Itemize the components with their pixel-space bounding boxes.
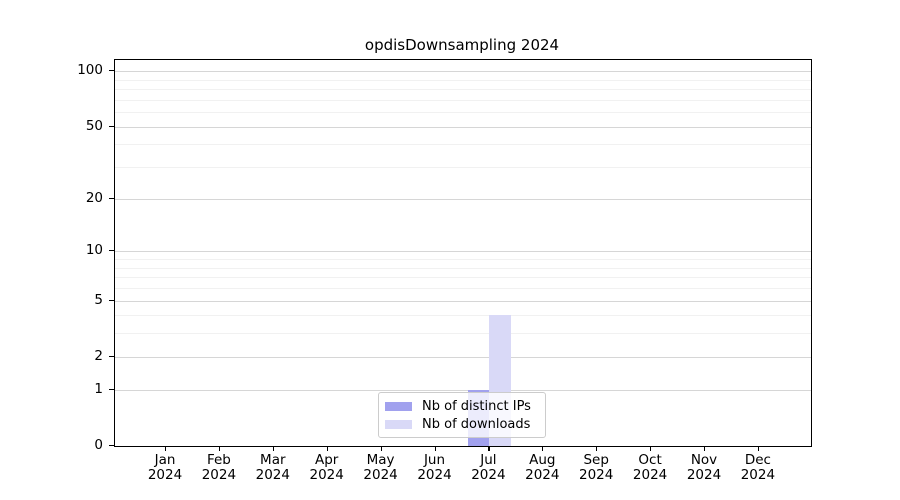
x-tick-label: Aug 2024	[525, 452, 560, 483]
x-tick-label: Dec 2024	[740, 452, 776, 483]
major-gridline	[115, 300, 811, 302]
x-tick-label: Mar 2024	[255, 452, 290, 483]
major-gridline	[115, 126, 811, 128]
x-tick-mark	[650, 446, 652, 451]
minor-gridline	[115, 79, 811, 81]
x-tick-mark	[488, 446, 490, 451]
x-tick-label: Jan 2024	[147, 452, 183, 483]
major-gridline	[115, 356, 811, 358]
x-tick-label: Nov 2024	[686, 452, 722, 483]
x-tick-mark	[757, 446, 760, 451]
x-tick-mark	[165, 446, 167, 451]
major-gridline	[115, 251, 811, 253]
x-tick-mark	[704, 446, 706, 451]
x-tick-mark	[542, 446, 544, 451]
y-tick-label: 1	[94, 380, 103, 397]
y-tick-label: 100	[77, 62, 103, 79]
x-tick-label: Apr 2024	[309, 452, 344, 483]
minor-gridline	[115, 99, 811, 101]
legend-swatch-downloads	[385, 419, 412, 429]
y-tick-mark	[109, 445, 114, 447]
y-tick-mark	[109, 355, 114, 357]
legend-label-distinct-ips: Nb of distinct IPs	[422, 398, 531, 414]
chart-title: opdisDownsampling 2024	[364, 36, 560, 54]
x-tick-label: Sep 2024	[579, 452, 614, 483]
major-gridline	[115, 71, 811, 73]
legend-item-downloads: Nb of downloads	[385, 415, 545, 433]
x-tick-mark	[596, 446, 598, 451]
y-tick-label: 5	[94, 291, 103, 308]
x-tick-mark	[272, 446, 274, 451]
legend-label-downloads: Nb of downloads	[422, 416, 531, 432]
y-tick-mark	[109, 250, 114, 252]
plot-area	[114, 59, 812, 447]
minor-gridline	[115, 259, 811, 261]
y-tick-mark	[109, 388, 114, 390]
minor-gridline	[115, 112, 811, 114]
x-tick-label: Jun 2024	[417, 452, 452, 483]
y-tick-label: 50	[85, 117, 103, 134]
minor-gridline	[115, 267, 811, 269]
y-tick-label: 10	[85, 242, 103, 259]
minor-gridline	[115, 167, 811, 169]
x-tick-label: Oct 2024	[632, 452, 668, 483]
y-tick-label: 2	[94, 347, 103, 364]
legend: Nb of distinct IPs Nb of downloads	[378, 392, 546, 438]
x-tick-mark	[218, 446, 221, 451]
y-tick-mark	[109, 125, 114, 127]
x-tick-label: May 2024	[363, 452, 398, 483]
y-tick-mark	[109, 299, 114, 301]
minor-gridline	[115, 144, 811, 146]
major-gridline	[115, 389, 811, 391]
x-tick-mark	[434, 446, 436, 451]
x-tick-label: Feb 2024	[201, 452, 237, 483]
x-tick-mark	[326, 446, 328, 451]
minor-gridline	[115, 333, 811, 335]
minor-gridline	[115, 89, 811, 91]
legend-swatch-distinct-ips	[385, 401, 412, 411]
minor-gridline	[115, 277, 811, 279]
minor-gridline	[115, 315, 811, 317]
x-tick-mark	[380, 446, 382, 451]
y-tick-mark	[109, 70, 114, 72]
minor-gridline	[115, 287, 811, 289]
y-tick-mark	[109, 197, 114, 199]
legend-item-distinct-ips: Nb of distinct IPs	[385, 397, 545, 415]
y-tick-label: 0	[94, 437, 103, 453]
x-tick-label: Jul 2024	[471, 452, 506, 483]
major-gridline	[115, 198, 811, 200]
y-tick-label: 20	[85, 189, 103, 206]
